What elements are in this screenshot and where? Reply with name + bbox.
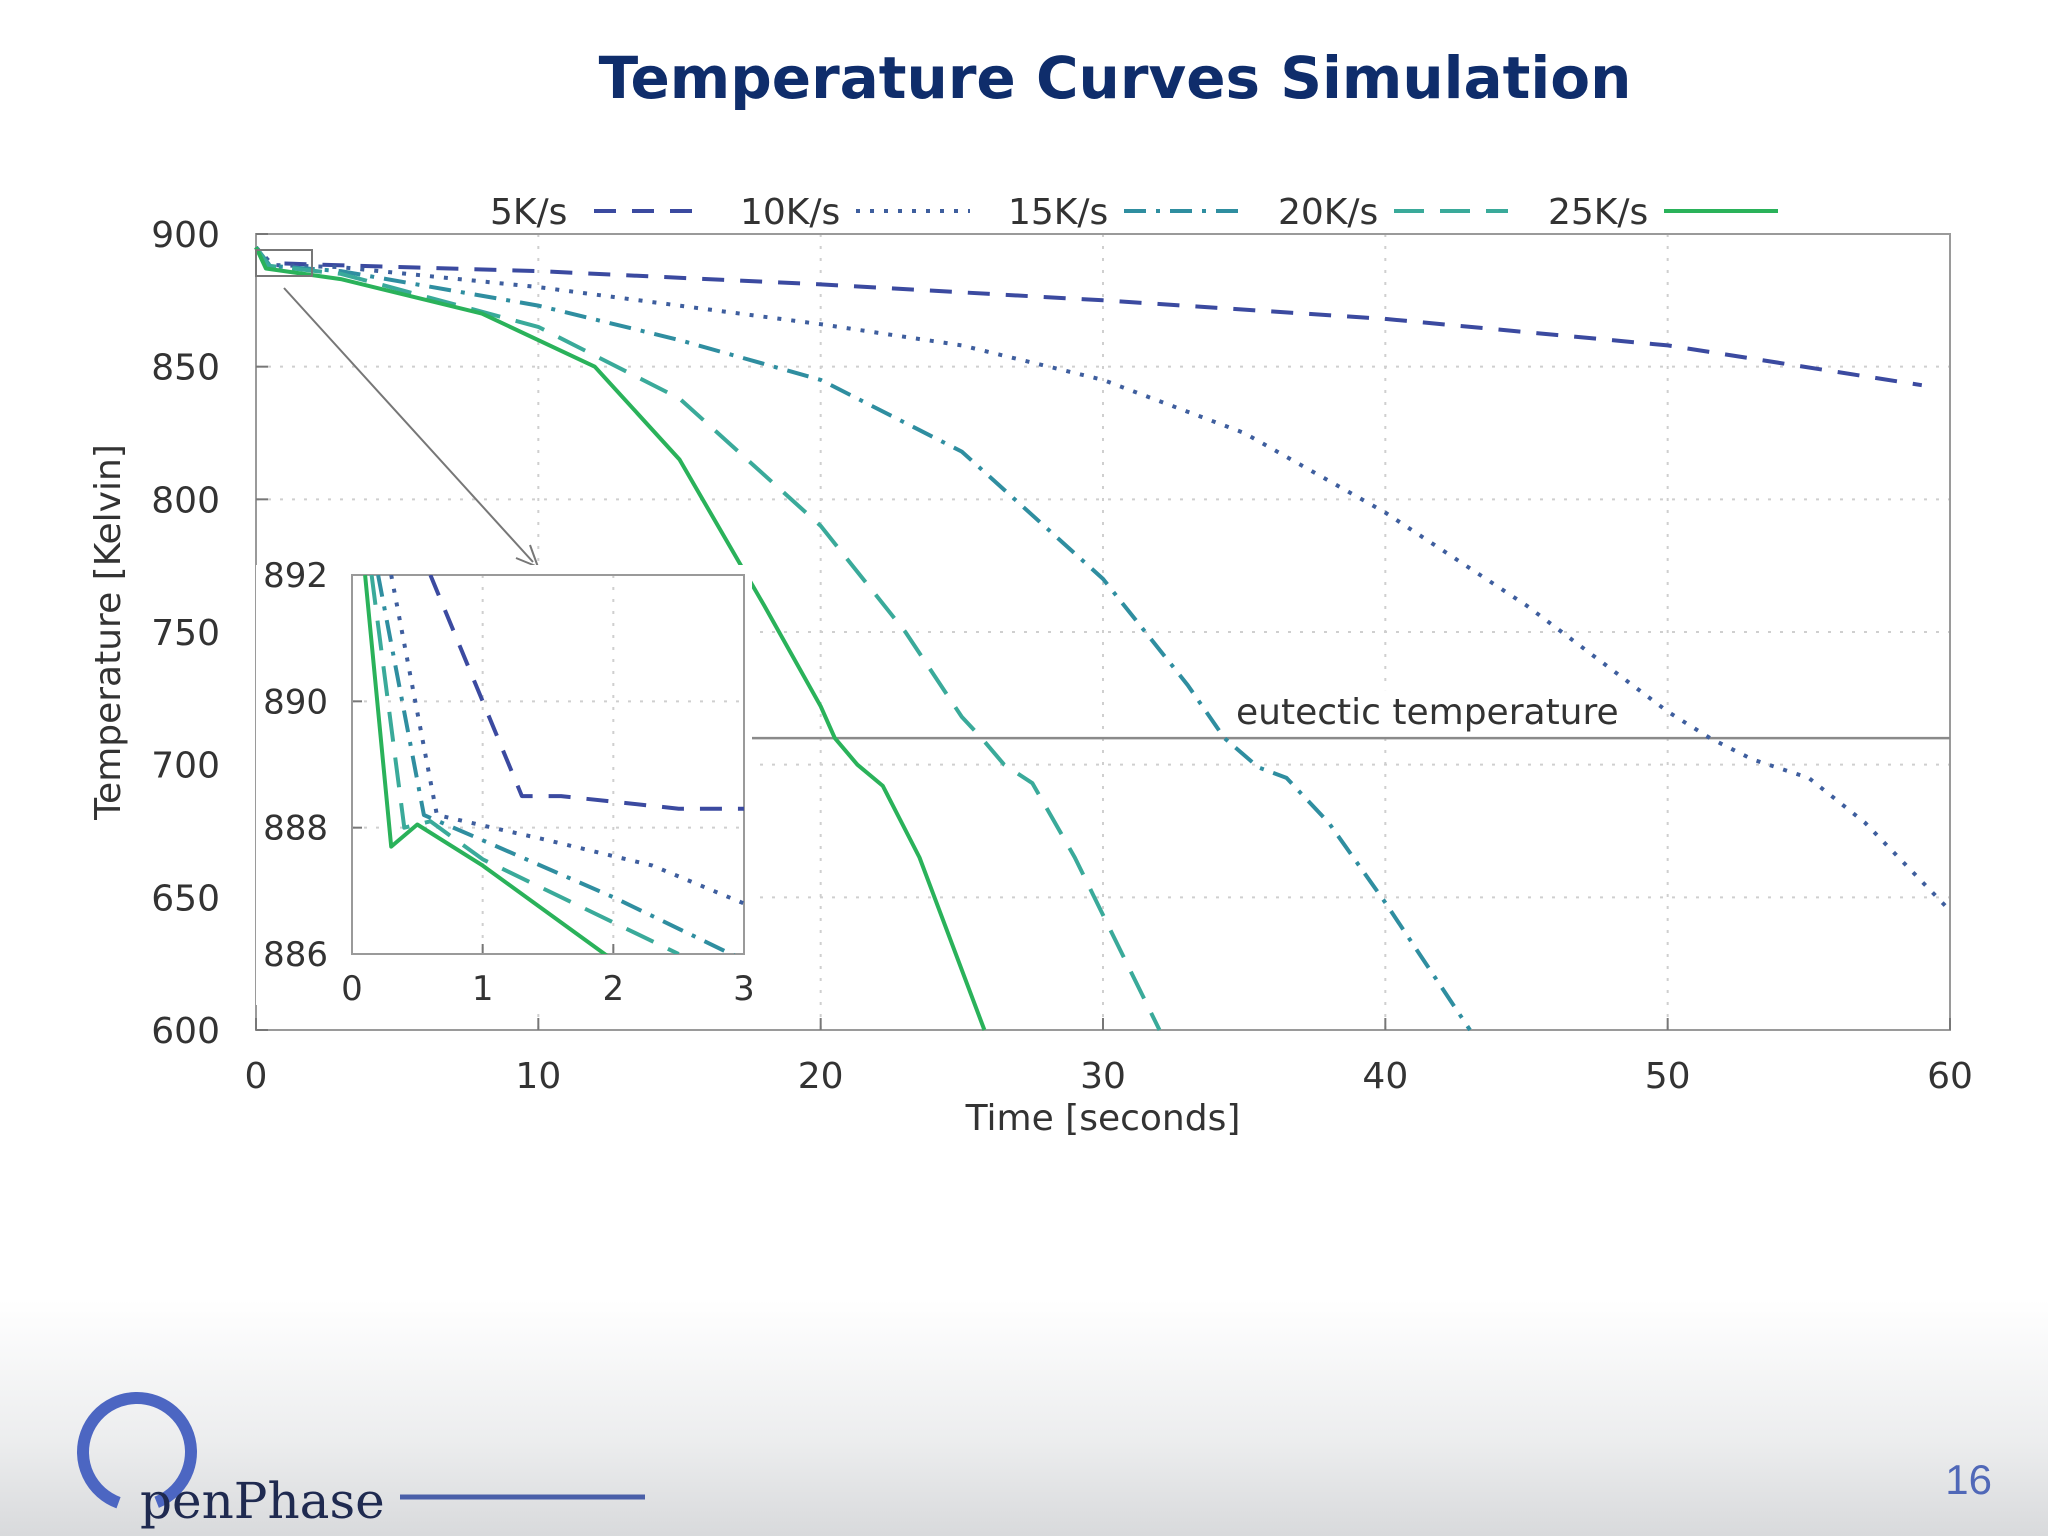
inset-frame — [351, 574, 745, 955]
y-tick-label: 900 — [151, 215, 220, 256]
inset-series-line-20K-per-s — [369, 575, 680, 954]
page-number: 16 — [1945, 1456, 1992, 1503]
inset-y-tick-label: 888 — [263, 809, 328, 849]
inset-series-line-15K-per-s — [376, 575, 736, 954]
slide-title: Temperature Curves Simulation — [598, 44, 1632, 112]
annotation-eutectic-temperature: eutectic temperature — [1236, 692, 1619, 733]
inset-background — [256, 565, 752, 1005]
series-line-25K-per-s — [254, 246, 987, 1031]
inset-series-line-25K-per-s — [363, 575, 609, 954]
y-tick-label: 650 — [151, 878, 220, 919]
series-line-15K-per-s — [254, 246, 1472, 1032]
y-tick-label: 750 — [151, 613, 220, 654]
legend-label-10K-per-s: 10K/s — [740, 192, 840, 233]
inset-x-tick-label: 3 — [733, 969, 755, 1009]
y-tick-label: 800 — [151, 480, 220, 521]
logo-text: penPhase — [140, 1472, 385, 1530]
inset-series-line-5K-per-s — [428, 575, 744, 811]
legend-label-25K-per-s: 25K/s — [1548, 192, 1648, 233]
inset-x-tick-label: 0 — [341, 969, 363, 1009]
legend-label-20K-per-s: 20K/s — [1278, 192, 1378, 233]
x-tick-label: 0 — [245, 1056, 268, 1097]
zoom-arrow-line — [283, 287, 534, 563]
inset-x-tick-label: 2 — [603, 969, 625, 1009]
series-line-20K-per-s — [254, 246, 1162, 1031]
inset-y-tick-label: 886 — [263, 935, 328, 975]
series-line-5K-per-s — [254, 246, 1923, 388]
annotation-background — [1225, 690, 1625, 735]
inset-y-tick-label: 892 — [263, 556, 328, 596]
x-tick-label: 30 — [1080, 1056, 1126, 1097]
series-line-10K-per-s — [254, 245, 1952, 912]
x-tick-label: 60 — [1927, 1056, 1973, 1097]
background-foliage — [0, 1300, 2048, 1536]
x-axis-label: Time [seconds] — [965, 1098, 1241, 1139]
x-tick-label: 20 — [798, 1056, 844, 1097]
inset-y-tick-label: 890 — [263, 682, 328, 722]
y-tick-label: 700 — [151, 746, 220, 787]
y-tick-label: 600 — [151, 1011, 220, 1052]
y-axis-label: Temperature [Kelvin] — [88, 444, 129, 821]
inset-x-tick-label: 1 — [472, 969, 494, 1009]
legend-label-15K-per-s: 15K/s — [1008, 192, 1108, 233]
x-tick-label: 40 — [1362, 1056, 1408, 1097]
y-tick-label: 850 — [151, 348, 220, 389]
x-tick-label: 50 — [1645, 1056, 1691, 1097]
openphase-logo: penPhase — [77, 1392, 645, 1530]
x-tick-label: 10 — [515, 1056, 561, 1097]
legend-label-5K-per-s: 5K/s — [490, 192, 567, 233]
zoom-region-box — [255, 249, 313, 277]
